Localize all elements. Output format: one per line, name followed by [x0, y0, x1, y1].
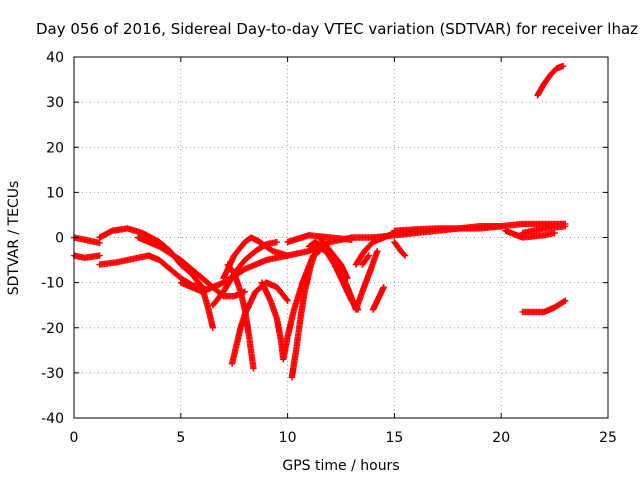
series-arc-24: [534, 62, 567, 99]
series-arc-19: [391, 238, 409, 259]
data-point-markers: [534, 62, 567, 99]
data-point-markers: [224, 261, 257, 372]
data-point-markers: [391, 238, 409, 259]
data-point-markers: [519, 297, 569, 316]
y-tick-label: -30: [41, 366, 64, 382]
data-point-markers: [305, 238, 381, 313]
x-tick-label: 25: [599, 430, 617, 446]
data-point-markers: [209, 238, 281, 309]
series-arc-22: [502, 227, 558, 241]
series-arc-10: [224, 261, 257, 372]
series-arc-2: [70, 252, 103, 262]
x-tick-label: 0: [70, 430, 79, 446]
data-point-markers: [391, 223, 505, 234]
x-tick-label: 10: [279, 430, 297, 446]
y-axis-label: SDTVAR / TECUs: [6, 181, 22, 296]
data-point-markers: [70, 252, 103, 262]
axis-ticks: 0 5 10 15 20 25 -40 -30 -20 -10 0 10 20 30 40: [41, 50, 617, 446]
series-arc-15: [284, 232, 355, 246]
y-tick-label: 20: [46, 140, 64, 156]
data-point-markers: [369, 283, 387, 313]
x-axis-label: GPS time / hours: [282, 458, 399, 474]
data-point-markers: [70, 234, 103, 247]
series-arc-23: [519, 223, 569, 237]
series-arc-12: [288, 243, 362, 381]
data-point-markers: [284, 232, 355, 246]
series-arc-13: [305, 238, 381, 313]
chart-title: Day 056 of 2016, Sidereal Day-to-day VTE…: [36, 20, 638, 38]
x-tick-label: 5: [176, 430, 185, 446]
data-point-markers: [258, 247, 323, 363]
y-tick-label: -20: [41, 321, 64, 337]
series-arc-21: [391, 223, 505, 234]
y-tick-label: 30: [46, 95, 64, 111]
series-arc-1: [70, 234, 103, 247]
data-point-markers: [502, 227, 558, 241]
y-tick-label: -10: [41, 276, 64, 292]
x-tick-label: 20: [492, 430, 510, 446]
series-arc-18: [369, 283, 387, 313]
x-tick-label: 15: [385, 430, 403, 446]
y-tick-label: 40: [46, 50, 64, 66]
y-tick-label: 10: [46, 185, 64, 201]
series-arc-25: [519, 297, 569, 316]
data-point-markers: [519, 223, 569, 237]
data-point-markers: [288, 243, 362, 381]
data-point-markers: [220, 234, 291, 282]
y-tick-label: -40: [41, 411, 64, 427]
data-point-markers: [359, 252, 372, 268]
series-arc-8: [220, 234, 291, 282]
data-marks: [70, 62, 569, 381]
series-arc-17: [359, 252, 372, 268]
y-tick-label: 0: [55, 231, 64, 247]
series-arc-7: [209, 238, 281, 309]
series-arc-11: [258, 247, 323, 363]
